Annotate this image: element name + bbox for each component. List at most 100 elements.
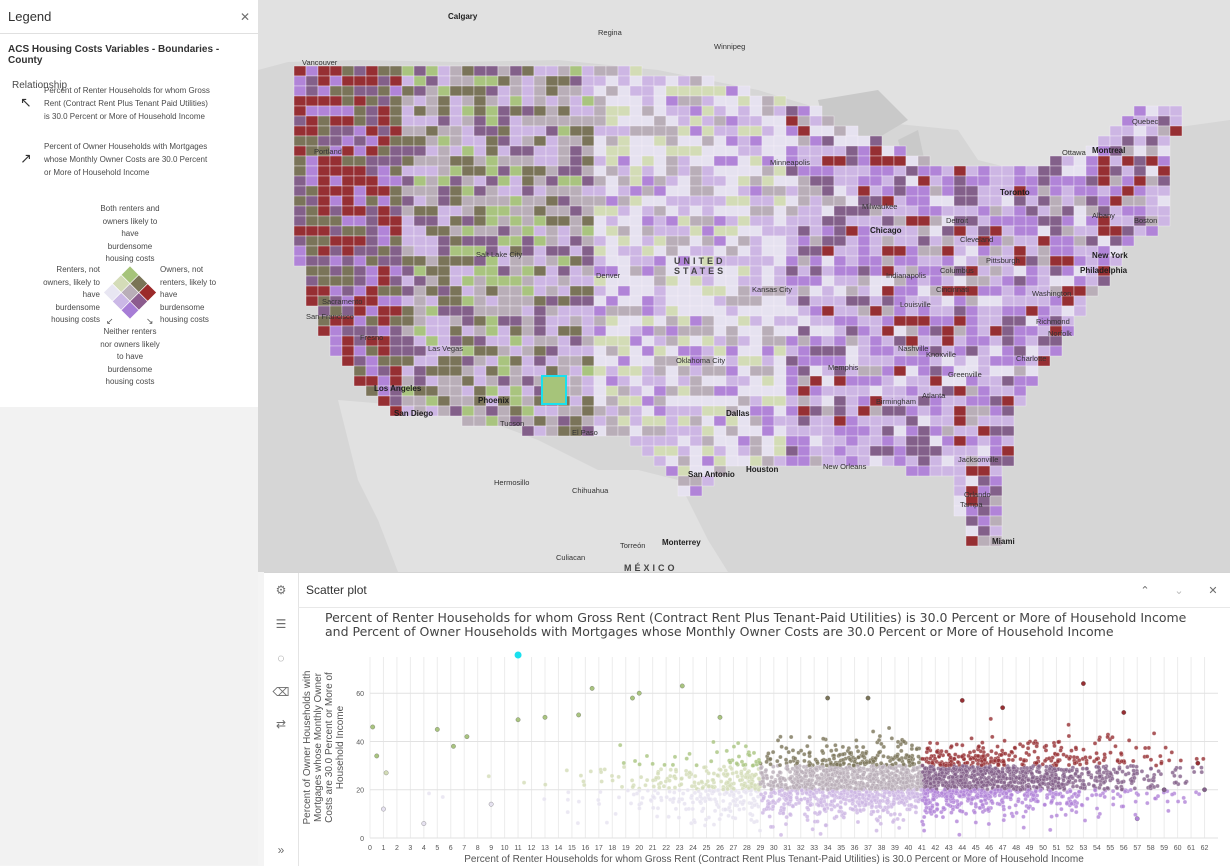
corner-bottom-label: Neither renters nor owners likely to hav… — [98, 326, 162, 389]
county-shape — [1146, 136, 1158, 146]
county-shape — [450, 316, 462, 326]
county-shape — [810, 456, 822, 466]
county-shape — [882, 286, 894, 296]
county-shape — [846, 186, 858, 196]
county-shape — [822, 176, 834, 186]
county-shape — [342, 276, 354, 286]
target-icon[interactable]: ◌ — [264, 651, 298, 665]
county-shape — [690, 126, 702, 136]
county-shape — [774, 376, 786, 386]
county-shape — [834, 416, 846, 426]
county-shape — [318, 216, 330, 226]
swap-icon[interactable]: ⇄ — [264, 717, 298, 731]
data-point — [1055, 813, 1059, 817]
county-shape — [474, 296, 486, 306]
county-shape — [690, 286, 702, 296]
county-shape — [726, 436, 738, 446]
county-shape — [582, 116, 594, 126]
list-icon[interactable]: ☰ — [264, 617, 298, 631]
county-shape — [738, 346, 750, 356]
county-shape — [366, 106, 378, 116]
county-shape — [750, 216, 762, 226]
county-shape — [498, 376, 510, 386]
county-shape — [834, 256, 846, 266]
county-shape — [726, 426, 738, 436]
county-shape — [726, 376, 738, 386]
close-icon[interactable]: ✕ — [240, 10, 250, 24]
data-point — [599, 770, 603, 774]
data-point — [970, 736, 974, 740]
county-shape — [714, 196, 726, 206]
county-shape — [738, 296, 750, 306]
county-shape — [402, 316, 414, 326]
data-point — [698, 795, 702, 799]
county-shape — [714, 156, 726, 166]
county-shape — [798, 396, 810, 406]
county-shape — [306, 66, 318, 76]
data-point — [853, 787, 857, 791]
county-shape — [858, 336, 870, 346]
county-shape — [918, 196, 930, 206]
county-shape — [990, 416, 1002, 426]
county-shape — [918, 186, 930, 196]
corner-left-label: Renters, not owners, likely to have burd… — [42, 264, 100, 327]
county-shape — [738, 276, 750, 286]
county-shape — [822, 376, 834, 386]
county-shape — [882, 166, 894, 176]
county-shape — [762, 206, 774, 216]
county-shape — [846, 306, 858, 316]
county-shape — [678, 456, 690, 466]
map-canvas[interactable] — [258, 0, 1230, 572]
county-shape — [378, 96, 390, 106]
collapse-up-icon[interactable]: ⌃ — [1128, 584, 1162, 597]
county-shape — [486, 356, 498, 366]
data-point — [1026, 794, 1030, 798]
county-shape — [786, 316, 798, 326]
county-shape — [582, 126, 594, 136]
county-shape — [870, 156, 882, 166]
county-shape — [834, 246, 846, 256]
gear-icon[interactable]: ⚙ — [264, 583, 298, 597]
county-shape — [666, 76, 678, 86]
county-shape — [546, 356, 558, 366]
county-shape — [750, 166, 762, 176]
county-shape — [354, 316, 366, 326]
county-shape — [606, 296, 618, 306]
close-icon[interactable]: ✕ — [1196, 584, 1230, 597]
county-shape — [474, 156, 486, 166]
data-point — [1143, 746, 1147, 750]
county-shape — [486, 196, 498, 206]
county-shape — [438, 256, 450, 266]
county-shape — [810, 126, 822, 136]
data-point — [1067, 763, 1071, 767]
data-point — [1075, 784, 1079, 788]
data-point — [1071, 785, 1075, 789]
collapse-down-icon[interactable]: ⌄ — [1162, 584, 1196, 597]
county-shape — [1086, 166, 1098, 176]
county-shape — [1014, 196, 1026, 206]
county-shape — [1026, 236, 1038, 246]
county-shape — [606, 106, 618, 116]
county-shape — [498, 126, 510, 136]
data-point — [668, 790, 672, 794]
county-shape — [522, 266, 534, 276]
county-shape — [810, 226, 822, 236]
x-tick-label: 24 — [689, 845, 697, 852]
county-shape — [750, 306, 762, 316]
data-point — [1051, 756, 1055, 760]
data-point — [935, 741, 939, 745]
expand-icon[interactable]: » — [264, 843, 298, 857]
data-point — [1009, 750, 1013, 754]
county-shape — [534, 66, 546, 76]
county-shape — [558, 346, 570, 356]
county-shape — [690, 276, 702, 286]
county-shape — [762, 436, 774, 446]
county-shape — [570, 386, 582, 396]
county-shape — [450, 196, 462, 206]
eraser-icon[interactable]: ⌫ — [264, 685, 298, 699]
county-shape — [510, 176, 522, 186]
county-shape — [798, 176, 810, 186]
data-point — [693, 774, 697, 778]
